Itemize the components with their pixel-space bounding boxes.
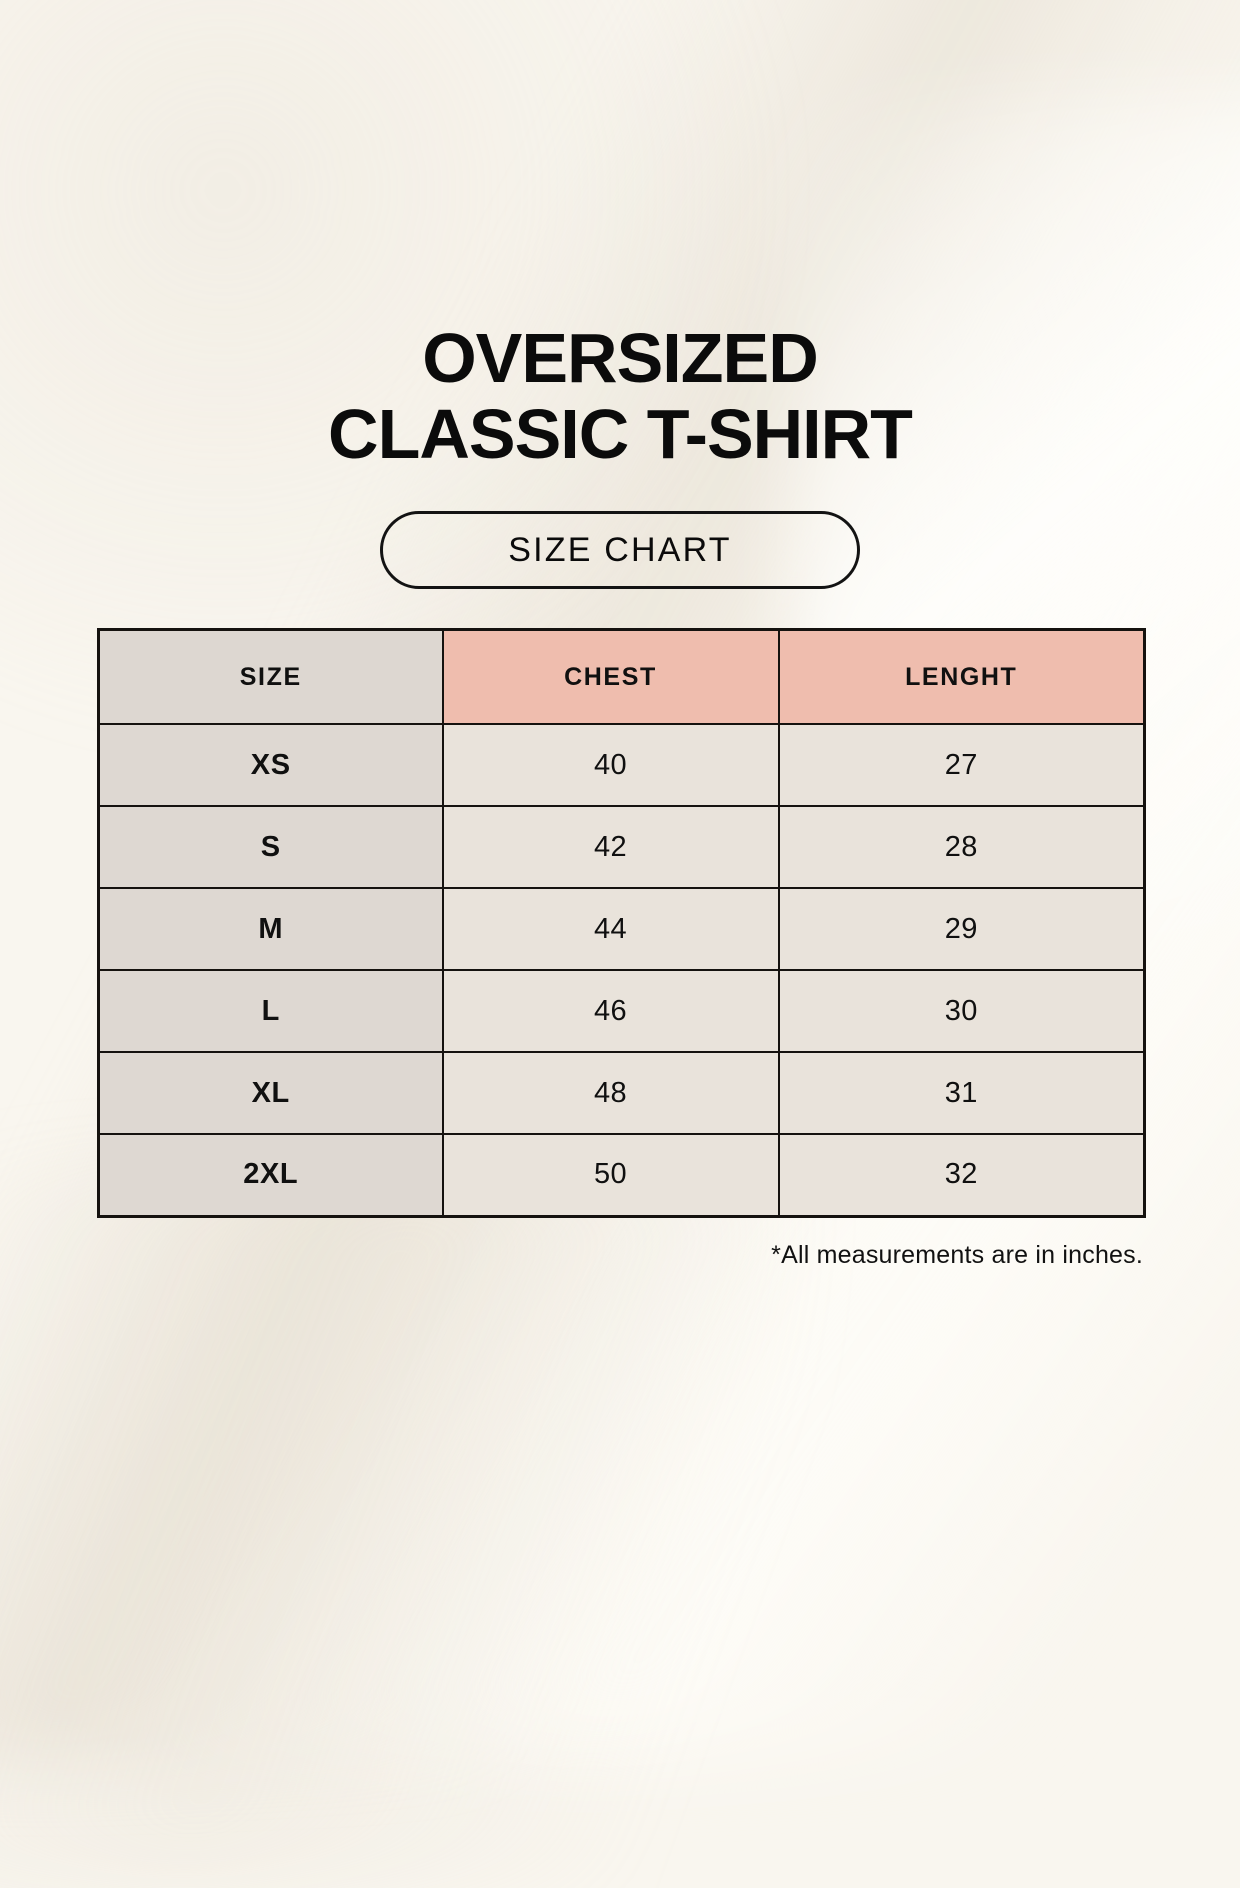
cell-size: XS [97,723,444,807]
size-table-body: XS 40 27 S 42 28 M 44 29 L 46 30 [97,723,1146,1217]
title-line-2: CLASSIC T-SHIRT [328,395,913,473]
table-row: M 44 29 [97,887,1146,971]
cell-length: 28 [777,805,1146,889]
cell-chest: 48 [441,1051,780,1135]
size-chart-page: OVERSIZED CLASSIC T-SHIRT SIZE CHART SIZ… [0,319,1240,1269]
cell-chest: 40 [441,723,780,807]
cell-chest: 44 [441,887,780,971]
cell-chest: 42 [441,805,780,889]
cell-size: M [97,887,444,971]
table-row: XS 40 27 [97,723,1146,807]
measurement-units-footnote: *All measurements are in inches. [771,1241,1143,1269]
cell-size: 2XL [97,1133,444,1217]
title-line-1: OVERSIZED [422,319,819,397]
page-title: OVERSIZED CLASSIC T-SHIRT [0,319,1240,473]
table-row: XL 48 31 [97,1051,1146,1135]
table-header-row: SIZE CHEST LENGHT [97,628,1146,725]
size-chart-badge-label: SIZE CHART [508,530,732,569]
cell-size: L [97,969,444,1053]
cell-chest: 50 [441,1133,780,1217]
cell-length: 29 [777,887,1146,971]
cell-length: 27 [777,723,1146,807]
column-header-chest: CHEST [441,628,780,725]
cell-length: 32 [777,1133,1146,1217]
size-table-header: SIZE CHEST LENGHT [97,628,1146,725]
cell-size: XL [97,1051,444,1135]
table-row: L 46 30 [97,969,1146,1053]
size-chart-badge: SIZE CHART [380,511,860,589]
cell-size: S [97,805,444,889]
column-header-length: LENGHT [777,628,1146,725]
size-table: SIZE CHEST LENGHT XS 40 27 S 42 28 M [97,628,1146,1218]
cell-chest: 46 [441,969,780,1053]
column-header-size: SIZE [97,628,444,725]
table-row: S 42 28 [97,805,1146,889]
table-row: 2XL 50 32 [97,1133,1146,1217]
size-table-container: SIZE CHEST LENGHT XS 40 27 S 42 28 M [97,628,1146,1218]
cell-length: 30 [777,969,1146,1053]
cell-length: 31 [777,1051,1146,1135]
